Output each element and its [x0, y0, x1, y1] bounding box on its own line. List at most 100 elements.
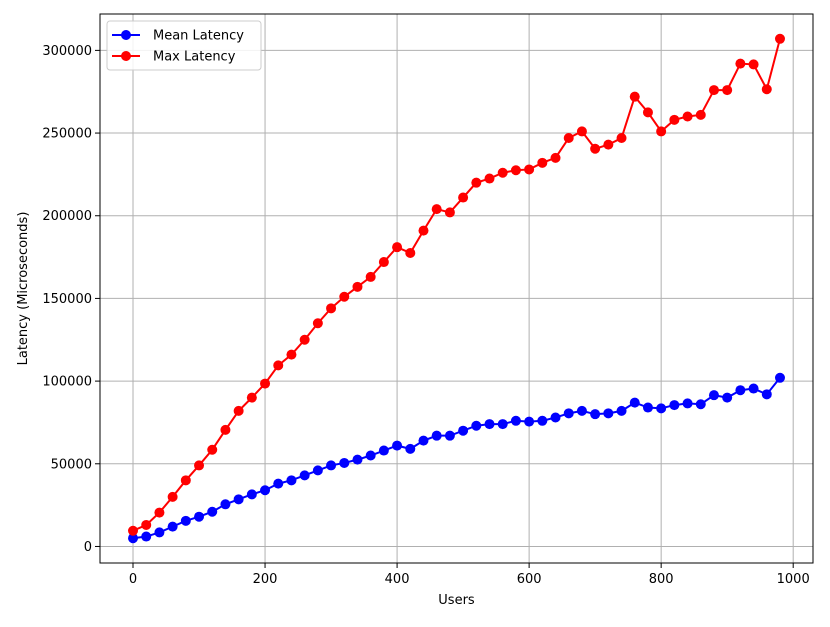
max-latency-point: [154, 507, 165, 518]
max-latency-point: [722, 85, 733, 96]
max-latency-line: [132, 38, 781, 532]
max-latency-point: [365, 271, 376, 282]
max-latency-series: [128, 33, 785, 536]
mean-latency-point: [458, 425, 469, 436]
plot-frame: [99, 13, 814, 564]
max-latency-point: [616, 133, 627, 144]
mean-latency-point: [128, 533, 139, 544]
max-latency-point: [392, 242, 403, 253]
max-latency-point: [761, 84, 772, 95]
max-latency-point: [537, 157, 548, 168]
x-tick-label: 0: [129, 572, 137, 587]
max-latency-point: [524, 164, 535, 175]
mean-latency-point: [180, 515, 191, 526]
max-latency-point: [603, 139, 614, 150]
mean-latency-point: [563, 408, 574, 419]
mean-latency-point: [735, 385, 746, 396]
mean-latency-point: [484, 419, 495, 430]
mean-latency-point: [246, 489, 257, 500]
max-latency-point: [326, 303, 337, 314]
mean-latency-point: [550, 412, 561, 423]
max-latency-point: [735, 58, 746, 69]
mean-latency-point: [748, 383, 759, 394]
max-latency-point: [695, 109, 706, 120]
x-tick-label: 200: [253, 572, 278, 587]
mean-latency-point: [722, 392, 733, 403]
mean-latency-point: [695, 399, 706, 410]
legend: Mean Latency Max Latency: [106, 20, 262, 71]
max-latency-point: [286, 349, 297, 360]
mean-latency-point: [326, 460, 337, 471]
mean-latency-point: [233, 494, 244, 505]
mean-latency-point: [405, 443, 416, 454]
max-latency-point: [431, 204, 442, 215]
max-latency-point: [207, 444, 218, 455]
max-latency-point: [642, 107, 653, 118]
max-latency-point: [194, 460, 205, 471]
mean-latency-point: [682, 398, 693, 409]
max-latency-point: [299, 334, 310, 345]
mean-latency-point: [207, 506, 218, 517]
mean-latency-point: [497, 419, 508, 430]
mean-latency-point: [141, 531, 152, 542]
max-latency-point: [260, 378, 271, 389]
mean-latency-point: [392, 440, 403, 451]
mean-latency-point: [590, 409, 601, 420]
mean-latency-point: [774, 372, 785, 383]
legend-max-latency-label: Max Latency: [153, 50, 236, 65]
mean-latency-point: [510, 415, 521, 426]
mean-latency-point: [444, 430, 455, 441]
y-tick-label: 200000: [42, 209, 92, 224]
mean-latency-point: [431, 430, 442, 441]
mean-latency-point: [537, 415, 548, 426]
mean-latency-point: [352, 454, 363, 465]
max-latency-point: [128, 525, 139, 536]
max-latency-point: [273, 360, 284, 371]
x-tick-label: 1000: [777, 572, 810, 587]
mean-latency-point: [312, 465, 323, 476]
mean-latency-point: [194, 511, 205, 522]
mean-latency-point: [656, 403, 667, 414]
max-latency-point: [220, 424, 231, 435]
max-latency-point: [312, 318, 323, 329]
max-latency-point: [141, 519, 152, 530]
mean-latency-point: [299, 470, 310, 481]
mean-latency-point: [669, 400, 680, 411]
y-tick-label: 150000: [42, 292, 92, 307]
x-tick-label: 600: [517, 572, 542, 587]
max-latency-point: [444, 207, 455, 218]
y-tick-label: 250000: [42, 127, 92, 142]
max-latency-point: [510, 165, 521, 176]
mean-latency-point: [167, 521, 178, 532]
mean-latency-point: [220, 499, 231, 510]
mean-latency-point: [629, 397, 640, 408]
mean-latency-point: [616, 405, 627, 416]
max-latency-point: [167, 491, 178, 502]
mean-latency-point: [260, 485, 271, 496]
max-latency-point: [246, 392, 257, 403]
y-tick-label: 300000: [42, 44, 92, 59]
axis-ticks: 0 200 400 600 800 1000 0 50000 100000 150000 20000…: [42, 44, 809, 587]
y-tick-label: 0: [84, 540, 92, 555]
mean-latency-point: [642, 402, 653, 413]
mean-latency-point: [154, 527, 165, 538]
max-latency-point: [774, 33, 785, 44]
max-latency-point: [576, 126, 587, 137]
mean-latency-point: [418, 435, 429, 446]
max-latency-point: [708, 85, 719, 96]
max-latency-point: [550, 152, 561, 163]
max-latency-point: [682, 111, 693, 122]
mean-latency-point: [273, 478, 284, 489]
mean-latency-point: [708, 390, 719, 401]
max-latency-point: [748, 59, 759, 70]
mean-latency-point: [524, 416, 535, 427]
max-latency-point: [180, 475, 191, 486]
max-latency-point: [590, 143, 601, 154]
mean-latency-point: [761, 389, 772, 400]
y-tick-label: 100000: [42, 375, 92, 390]
max-latency-point: [339, 291, 350, 302]
series-layer: [128, 33, 785, 544]
mean-latency-series: [128, 372, 785, 544]
